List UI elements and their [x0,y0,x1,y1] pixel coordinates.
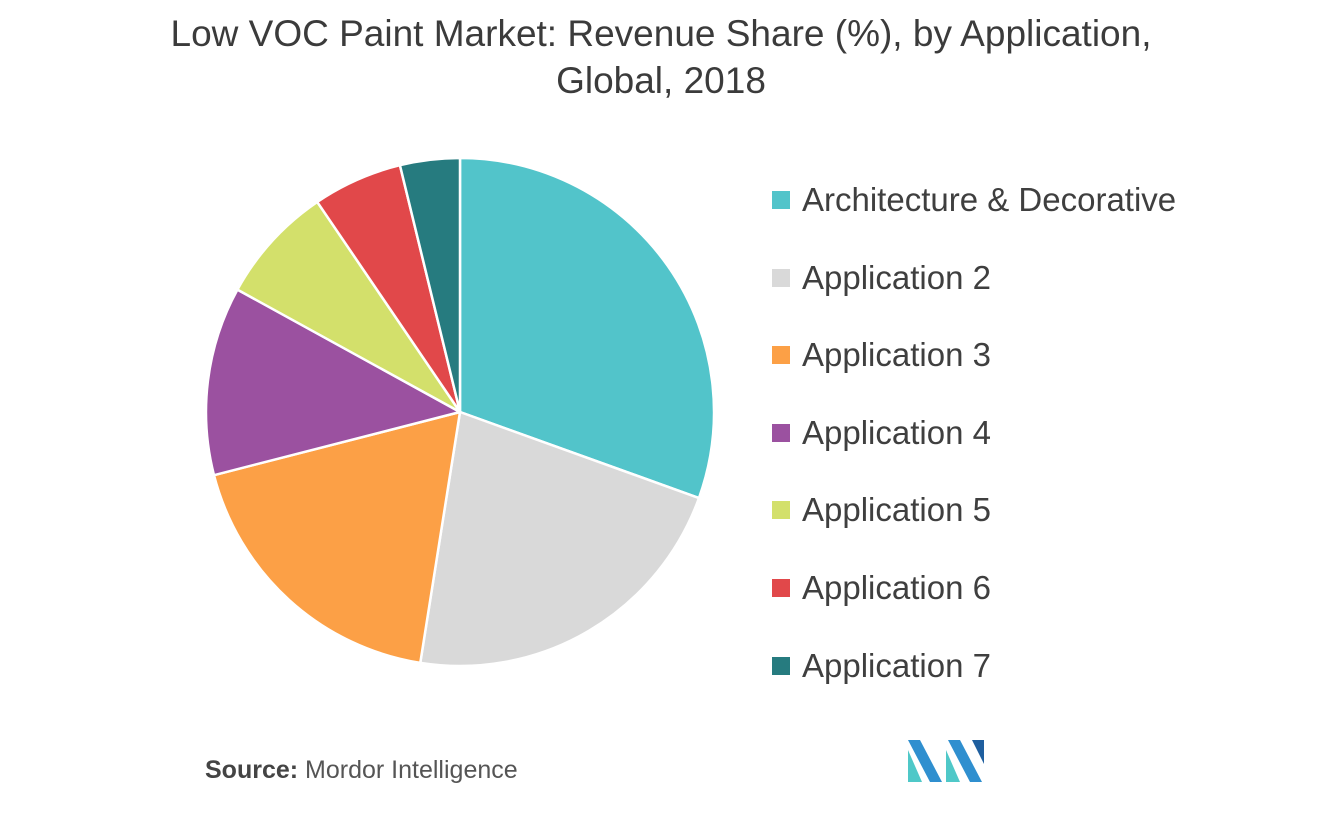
logo-part-2 [908,750,922,782]
chart-title-line-1: Low VOC Paint Market: Revenue Share (%),… [170,13,1152,54]
legend-item: Application 4 [772,409,1176,457]
chart-title: Low VOC Paint Market: Revenue Share (%),… [0,10,1322,104]
pie-slice-7 [398,156,462,414]
legend-item: Architecture & Decorative [772,176,1176,224]
chart-title-line-2: Global, 2018 [556,60,766,101]
pie-slice-5 [236,200,462,414]
legend-swatch [772,268,790,287]
pie-slice-4 [204,288,462,477]
legend-item: Application 6 [772,564,1176,612]
pie-slice-3 [212,410,462,665]
source-label: Source: [205,756,299,784]
pie-slice-1 [458,156,716,500]
legend-swatch [772,578,790,597]
legend-swatch [772,656,790,675]
legend-label: Application 4 [802,413,991,451]
legend-item: Application 3 [772,331,1176,379]
legend-item: Application 7 [772,642,1176,690]
mordor-logo-icon [908,740,984,782]
legend-label: Application 6 [802,568,991,606]
legend-label: Application 7 [802,646,991,684]
source-text: Mordor Intelligence [305,756,518,784]
legend-swatch [772,423,790,442]
logo-part-5 [972,740,984,764]
pie-slice-2 [419,410,701,668]
logo-part-4 [946,750,960,782]
legend-swatch [772,346,790,365]
legend-item: Application 5 [772,486,1176,534]
legend-label: Application 3 [802,336,991,374]
legend-label: Application 5 [802,491,991,529]
legend-item: Application 2 [772,254,1176,302]
legend-swatch [772,191,790,209]
logo-part-1 [908,740,942,782]
legend-label: Application 2 [802,258,991,296]
source-note: Source: Mordor Intelligence [205,756,518,785]
legend: Architecture & Decorative Application 2 … [772,176,1176,719]
legend-label: Architecture & Decorative [802,181,1177,218]
logo-part-3 [948,740,982,782]
legend-swatch [772,501,790,520]
